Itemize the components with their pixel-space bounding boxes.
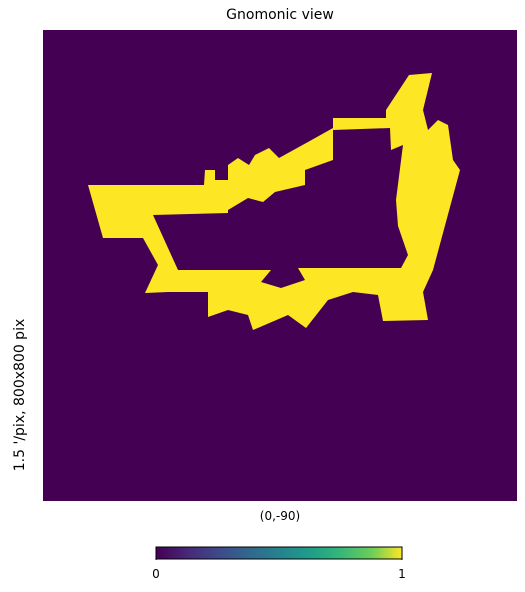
colorbar-tick-label-min: 0 bbox=[152, 567, 160, 581]
center-coordinate-label: (0,-90) bbox=[43, 509, 517, 523]
colorbar bbox=[155, 546, 403, 560]
colorbar-tick-label-max: 1 bbox=[398, 567, 406, 581]
colorbar-gradient bbox=[156, 547, 402, 559]
map-background bbox=[43, 30, 517, 501]
chart-title: Gnomonic view bbox=[43, 7, 517, 23]
resolution-label: 1.5 '/pix, 800x800 pix bbox=[12, 319, 28, 471]
gnomonic-map bbox=[43, 30, 517, 501]
